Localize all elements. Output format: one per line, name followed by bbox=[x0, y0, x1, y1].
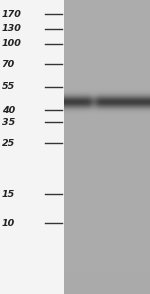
Text: 15: 15 bbox=[2, 190, 15, 198]
Text: 55: 55 bbox=[2, 82, 15, 91]
Text: 70: 70 bbox=[2, 60, 15, 69]
Text: 40: 40 bbox=[2, 106, 15, 115]
Text: 25: 25 bbox=[2, 139, 15, 148]
Text: 35: 35 bbox=[2, 118, 15, 126]
Text: 10: 10 bbox=[2, 219, 15, 228]
Text: 100: 100 bbox=[2, 39, 22, 48]
Text: 170: 170 bbox=[2, 10, 22, 19]
Bar bbox=[0, 0, 64, 294]
Text: 130: 130 bbox=[2, 24, 22, 33]
